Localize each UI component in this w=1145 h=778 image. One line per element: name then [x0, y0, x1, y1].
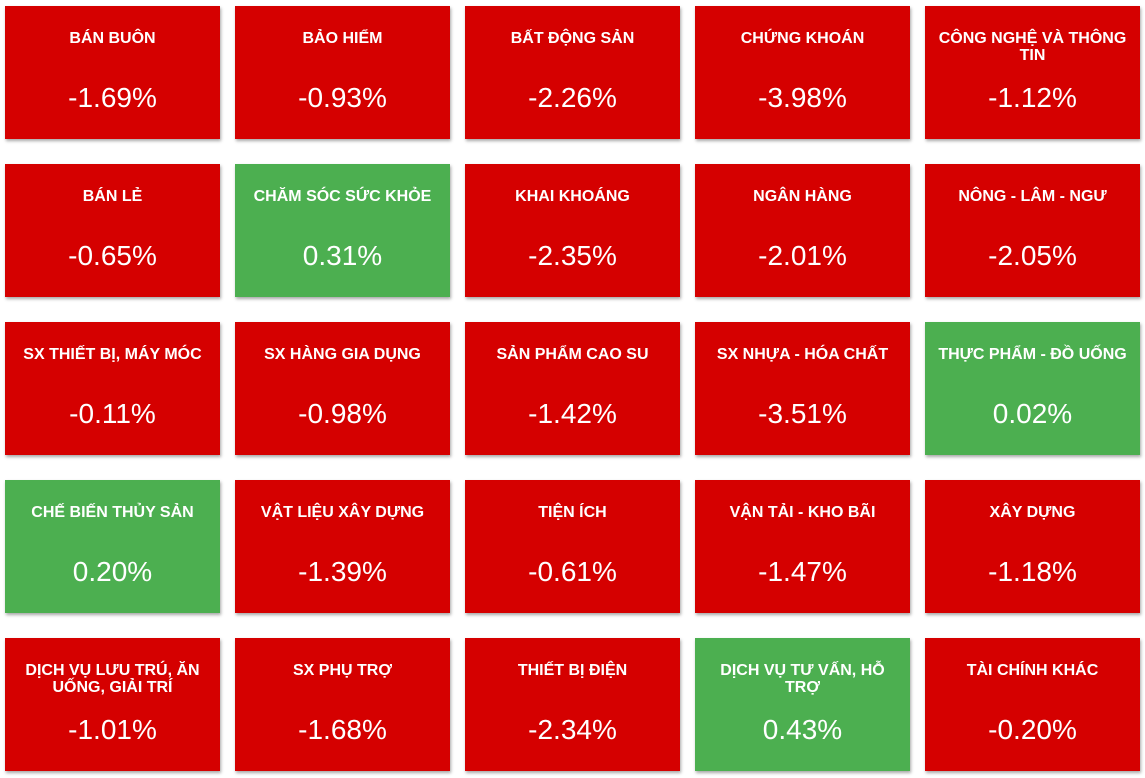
sector-change-value: -1.39%	[298, 556, 387, 587]
sector-tile[interactable]: THIẾT BỊ ĐIỆN -2.34%	[465, 638, 680, 771]
sector-tile[interactable]: CHẾ BIẾN THỦY SẢN 0.20%	[5, 480, 220, 613]
sector-change-value: -1.47%	[758, 556, 847, 587]
sector-tile[interactable]: CÔNG NGHỆ VÀ THÔNG TIN -1.12%	[925, 6, 1140, 139]
sector-label: SX THIẾT BỊ, MÁY MÓC	[23, 346, 202, 363]
sector-change-value: -3.51%	[758, 398, 847, 429]
sector-tile[interactable]: SX HÀNG GIA DỤNG -0.98%	[235, 322, 450, 455]
sector-change-value: -2.05%	[988, 240, 1077, 271]
sector-label: DỊCH VỤ LƯU TRÚ, ĂN UỐNG, GIẢI TRÍ	[25, 662, 200, 696]
sector-label: DỊCH VỤ TƯ VẤN, HỖ TRỢ	[720, 662, 885, 696]
sector-label: SX PHỤ TRỢ	[293, 662, 392, 679]
sector-tile[interactable]: KHAI KHOÁNG -2.35%	[465, 164, 680, 297]
sector-label: SX HÀNG GIA DỤNG	[264, 346, 421, 363]
sector-label: SX NHỰA - HÓA CHẤT	[716, 346, 889, 363]
sector-label: TÀI CHÍNH KHÁC	[966, 662, 1099, 679]
sector-tile[interactable]: SX PHỤ TRỢ -1.68%	[235, 638, 450, 771]
sector-label: BẢO HIỂM	[302, 30, 383, 47]
sector-change-value: -3.98%	[758, 82, 847, 113]
sector-tile[interactable]: DỊCH VỤ TƯ VẤN, HỖ TRỢ 0.43%	[695, 638, 910, 771]
sector-change-value: -1.68%	[298, 714, 387, 745]
sector-tile[interactable]: XÂY DỰNG -1.18%	[925, 480, 1140, 613]
sector-tile[interactable]: VẬT LIỆU XÂY DỰNG -1.39%	[235, 480, 450, 613]
sector-label: THIẾT BỊ ĐIỆN	[517, 662, 628, 679]
sector-change-value: -1.69%	[68, 82, 157, 113]
sector-change-value: -2.34%	[528, 714, 617, 745]
sector-change-value: 0.43%	[762, 714, 843, 745]
sector-change-value: 0.31%	[302, 240, 383, 271]
sector-change-value: -1.42%	[528, 398, 617, 429]
sector-change-value: -0.65%	[68, 240, 157, 271]
sector-label: KHAI KHOÁNG	[515, 188, 630, 205]
sector-tile[interactable]: BẤT ĐỘNG SẢN -2.26%	[465, 6, 680, 139]
sector-label: CHỨNG KHOÁN	[740, 30, 865, 47]
sector-tile[interactable]: BÁN LẺ -0.65%	[5, 164, 220, 297]
sector-tile[interactable]: BẢO HIỂM -0.93%	[235, 6, 450, 139]
sector-change-value: -0.93%	[298, 82, 387, 113]
sector-change-value: -2.26%	[528, 82, 617, 113]
sector-label: XÂY DỰNG	[989, 504, 1076, 521]
sector-label: BÁN BUÔN	[69, 30, 156, 47]
sector-tile[interactable]: NGÂN HÀNG -2.01%	[695, 164, 910, 297]
sector-label: THỰC PHẨM - ĐỒ UỐNG	[938, 346, 1127, 363]
sector-change-value: -2.35%	[528, 240, 617, 271]
sector-label: BẤT ĐỘNG SẢN	[510, 30, 635, 47]
sector-label: TIỆN ÍCH	[538, 504, 607, 521]
sector-tile[interactable]: TÀI CHÍNH KHÁC -0.20%	[925, 638, 1140, 771]
sector-tile[interactable]: NÔNG - LÂM - NGƯ -2.05%	[925, 164, 1140, 297]
sector-tile[interactable]: SX THIẾT BỊ, MÁY MÓC -0.11%	[5, 322, 220, 455]
sector-label: BÁN LẺ	[82, 188, 143, 205]
sector-change-value: -0.20%	[988, 714, 1077, 745]
sector-change-value: -0.98%	[298, 398, 387, 429]
sector-label: NÔNG - LÂM - NGƯ	[958, 188, 1107, 205]
sector-label: VẬN TẢI - KHO BÃI	[729, 504, 876, 521]
sector-label: VẬT LIỆU XÂY DỰNG	[260, 504, 425, 521]
sector-label: SẢN PHẨM CAO SU	[496, 346, 649, 363]
sector-change-value: 0.02%	[992, 398, 1073, 429]
sector-tile[interactable]: SẢN PHẨM CAO SU -1.42%	[465, 322, 680, 455]
sector-tile[interactable]: VẬN TẢI - KHO BÃI -1.47%	[695, 480, 910, 613]
sector-tile[interactable]: CHĂM SÓC SỨC KHỎE 0.31%	[235, 164, 450, 297]
sector-tile[interactable]: TIỆN ÍCH -0.61%	[465, 480, 680, 613]
sector-tile[interactable]: SX NHỰA - HÓA CHẤT -3.51%	[695, 322, 910, 455]
sector-label: NGÂN HÀNG	[753, 188, 852, 205]
sector-change-value: -0.11%	[69, 398, 156, 429]
sector-change-value: -2.01%	[758, 240, 847, 271]
sector-label: CÔNG NGHỆ VÀ THÔNG TIN	[938, 30, 1127, 64]
sector-change-value: -1.12%	[988, 82, 1077, 113]
sector-change-value: 0.20%	[72, 556, 153, 587]
sector-tile[interactable]: THỰC PHẨM - ĐỒ UỐNG 0.02%	[925, 322, 1140, 455]
sector-label: CHĂM SÓC SỨC KHỎE	[253, 188, 432, 205]
sector-tile[interactable]: BÁN BUÔN -1.69%	[5, 6, 220, 139]
sector-change-value: -0.61%	[528, 556, 617, 587]
sector-change-value: -1.01%	[68, 714, 157, 745]
sector-tile[interactable]: CHỨNG KHOÁN -3.98%	[695, 6, 910, 139]
sector-label: CHẾ BIẾN THỦY SẢN	[31, 504, 194, 521]
sector-change-value: -1.18%	[988, 556, 1077, 587]
sector-tile[interactable]: DỊCH VỤ LƯU TRÚ, ĂN UỐNG, GIẢI TRÍ -1.01%	[5, 638, 220, 771]
